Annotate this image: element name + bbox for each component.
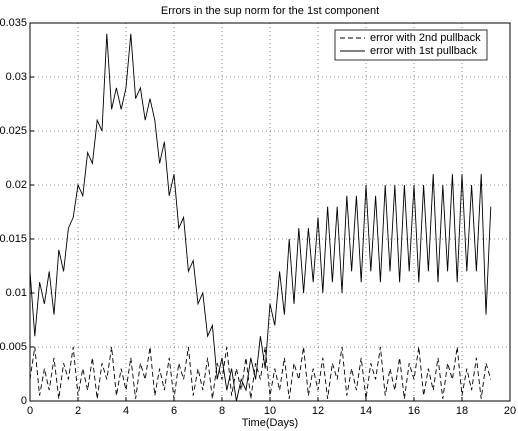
x-axis-label: Time(Days): [242, 417, 298, 429]
y-tick-label: 0.015: [0, 233, 27, 245]
y-tick-label: 0.02: [6, 179, 27, 191]
x-tick-label: 14: [360, 405, 372, 417]
legend-label: error with 2nd pullback: [370, 32, 481, 44]
x-tick-label: 20: [504, 405, 516, 417]
y-tick-label: 0.01: [6, 287, 27, 299]
plot-frame: [29, 22, 511, 402]
series-line: [29, 33, 492, 402]
x-tick-label: 18: [456, 405, 468, 417]
x-tick-label: 10: [264, 405, 276, 417]
x-tick-label: 6: [171, 405, 177, 417]
series-line: [29, 346, 492, 399]
x-tick-label: 8: [219, 405, 225, 417]
x-tick-label: 4: [123, 405, 129, 417]
x-tick-label: 2: [75, 405, 81, 417]
y-tick-label: 0.025: [0, 125, 27, 137]
legend-box: [334, 29, 488, 61]
chart-title: Errors in the sup norm for the 1st compo…: [161, 5, 379, 17]
x-tick-label: 12: [312, 405, 324, 417]
x-tick-label: 16: [408, 405, 420, 417]
y-tick-label: 0.035: [0, 17, 27, 29]
y-tick-label: 0.005: [0, 341, 27, 353]
x-tick-label: 0: [27, 405, 33, 417]
legend-label: error with 1st pullback: [370, 45, 477, 57]
y-tick-label: 0: [21, 395, 27, 407]
y-tick-label: 0.03: [6, 71, 27, 83]
